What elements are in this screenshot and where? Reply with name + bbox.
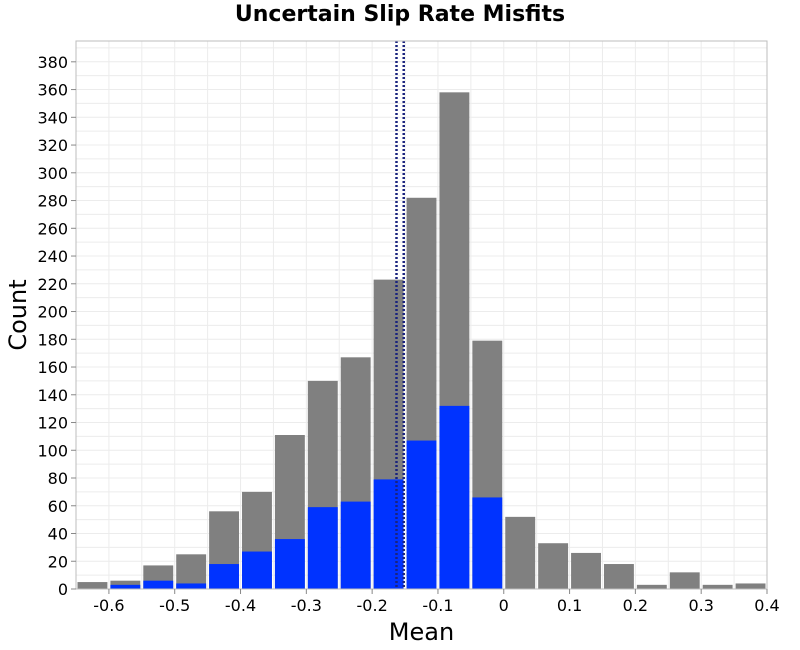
histogram-bar-total xyxy=(603,564,634,589)
y-tick-label: 0 xyxy=(58,580,68,599)
histogram-bar-total xyxy=(702,584,733,589)
y-tick-label: 280 xyxy=(37,192,68,211)
histogram-bar-total xyxy=(571,552,601,589)
histogram-bar-subset xyxy=(274,539,305,589)
x-tick-label: -0.2 xyxy=(357,596,388,615)
x-tick-label: 0.3 xyxy=(688,596,713,615)
y-tick-label: 320 xyxy=(37,136,68,155)
histogram-bar-total xyxy=(505,516,536,589)
histogram-bar-total xyxy=(538,543,569,589)
x-tick-label: -0.3 xyxy=(291,596,322,615)
y-tick-label: 140 xyxy=(37,386,68,405)
x-tick-label: -0.4 xyxy=(225,596,256,615)
x-tick-label: 0 xyxy=(499,596,509,615)
y-tick-label: 240 xyxy=(37,247,68,266)
y-tick-label: 80 xyxy=(48,469,68,488)
chart-title: Uncertain Slip Rate Misfits xyxy=(234,2,566,27)
histogram-bar-subset xyxy=(307,507,338,589)
histogram-bar-subset xyxy=(472,497,503,589)
y-tick-label: 340 xyxy=(37,108,68,127)
x-tick-label: 0.2 xyxy=(623,596,648,615)
histogram-bar-total xyxy=(176,554,207,589)
histogram-bar-total xyxy=(735,583,766,589)
histogram-bar-subset xyxy=(176,583,207,589)
histogram-bar-subset xyxy=(242,551,272,589)
y-tick-label: 220 xyxy=(37,275,68,294)
y-tick-label: 120 xyxy=(37,414,68,433)
histogram-bar-subset xyxy=(439,405,470,589)
y-tick-label: 360 xyxy=(37,81,68,100)
y-tick-label: 100 xyxy=(37,441,68,460)
plot-border xyxy=(75,40,768,590)
x-tick-label: 0.1 xyxy=(557,596,582,615)
histogram-bar-total xyxy=(669,572,700,589)
y-tick-label: 160 xyxy=(37,358,68,377)
x-tick-label: 0.4 xyxy=(754,596,779,615)
histogram-bar-subset xyxy=(340,501,371,589)
histogram-bar-subset xyxy=(406,440,437,589)
histogram-bar-total xyxy=(636,584,667,589)
x-tick-label: -0.6 xyxy=(93,596,124,615)
x-axis-label: Mean xyxy=(389,618,454,646)
histogram-bar-subset xyxy=(110,584,141,589)
y-tick-label: 40 xyxy=(48,525,68,544)
y-axis-label: Count xyxy=(4,279,32,350)
histogram-bar-total xyxy=(77,582,108,589)
y-tick-label: 20 xyxy=(48,552,68,571)
histogram-bar-subset xyxy=(209,564,240,589)
y-tick-label: 260 xyxy=(37,219,68,238)
y-tick-label: 200 xyxy=(37,303,68,322)
histogram-bar-subset xyxy=(373,479,404,589)
x-tick-label: -0.5 xyxy=(159,596,190,615)
y-tick-label: 380 xyxy=(37,53,68,72)
y-tick-label: 300 xyxy=(37,164,68,183)
y-tick-label: 180 xyxy=(37,330,68,349)
y-tick-label: 60 xyxy=(48,497,68,516)
histogram-bar-subset xyxy=(143,580,174,589)
x-tick-label: -0.1 xyxy=(422,596,453,615)
